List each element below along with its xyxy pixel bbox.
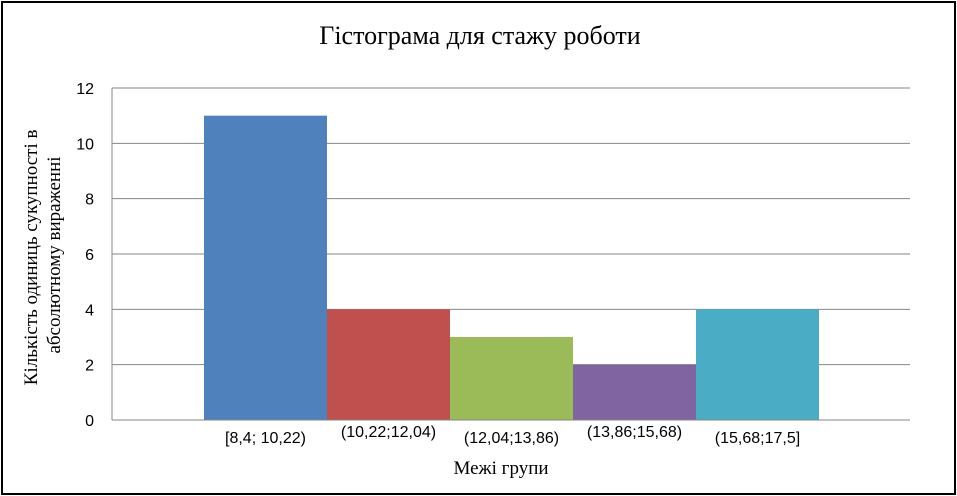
x-tick-labels: [8,4; 10,22) (10,22;12,04) (12,04;13,86) (1… — [225, 424, 800, 447]
y-axis-title-line-1: Кількість одиниць сукупності в — [21, 130, 42, 386]
y-tick-label: 2 — [85, 358, 94, 375]
y-tick-label: 4 — [85, 302, 94, 319]
y-tick-label: 8 — [85, 192, 94, 209]
x-tick-label: [8,4; 10,22) — [225, 430, 306, 447]
x-axis-title: Межі групи — [453, 458, 548, 479]
y-tick-labels: 0 2 4 6 8 10 12 — [76, 81, 94, 430]
axes — [111, 88, 910, 421]
chart-title: Гістограма для стажу роботи — [319, 21, 640, 50]
y-tick-label: 6 — [85, 247, 94, 264]
bar-2 — [327, 309, 450, 420]
bars — [204, 115, 819, 421]
x-tick-label: (10,22;12,04) — [341, 424, 436, 441]
x-tick-label: (13,86;15,68) — [587, 424, 682, 441]
y-tick-label: 10 — [76, 136, 94, 153]
y-axis-title: Кількість одиниць сукупності в абсолютно… — [21, 125, 65, 385]
y-tick-label: 0 — [85, 413, 94, 430]
y-tick-label: 12 — [76, 81, 94, 98]
bar-3 — [450, 337, 573, 420]
y-axis-title-line-2: абсолютному вираженні — [44, 156, 65, 353]
x-tick-label: (15,68;17,5] — [715, 430, 800, 447]
bar-5 — [696, 309, 819, 420]
bar-1 — [204, 115, 327, 421]
bar-4 — [573, 364, 696, 420]
x-tick-label: (12,04;13,86) — [464, 430, 559, 447]
